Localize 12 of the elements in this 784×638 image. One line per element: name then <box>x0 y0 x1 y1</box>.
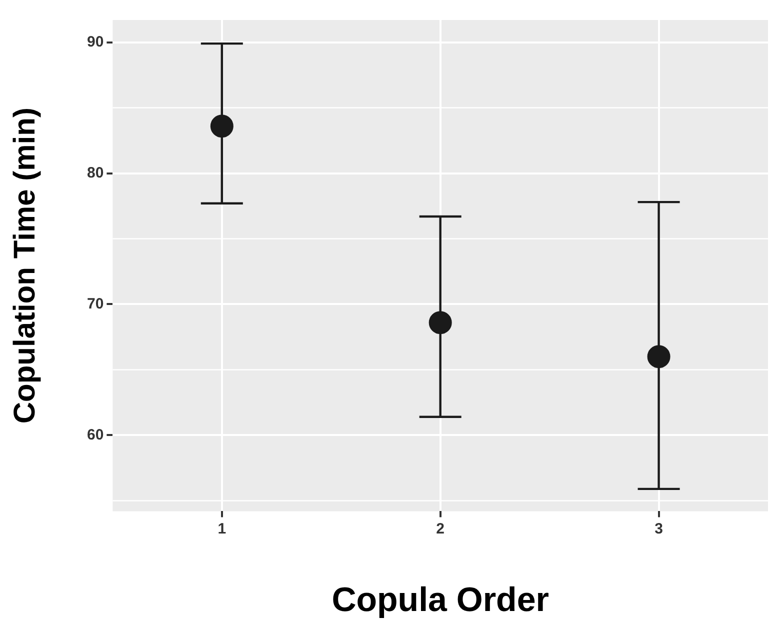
y-axis-title: Copulation Time (min) <box>8 108 42 424</box>
y-tick-label: 70 <box>86 295 104 312</box>
y-tick-label: 80 <box>86 164 104 182</box>
x-tick-label: 2 <box>436 520 445 538</box>
point <box>428 311 452 334</box>
x-tick-label: 3 <box>654 520 663 538</box>
x-tick-label: 1 <box>218 520 226 538</box>
point <box>210 114 234 138</box>
x-axis-title: Copula Order <box>332 580 549 619</box>
point <box>647 345 670 368</box>
y-tick-label: 60 <box>86 426 104 444</box>
y-tick-label: 90 <box>86 33 104 50</box>
